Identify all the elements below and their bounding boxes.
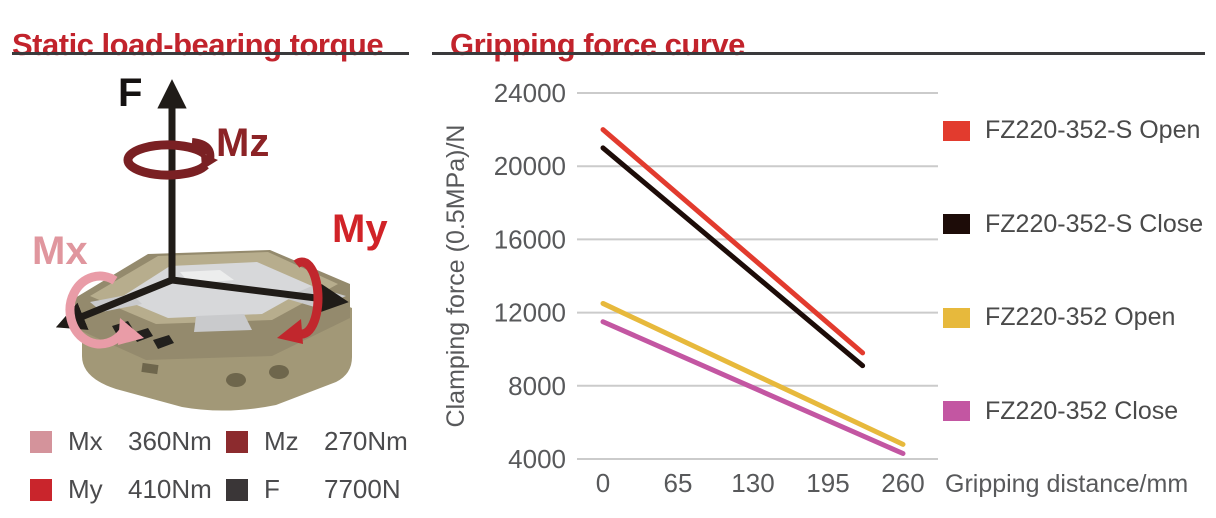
- legend-label: FZ220-352-S Open: [985, 116, 1201, 144]
- mx-arrowhead: [118, 318, 144, 345]
- torque-diagram: F Mz My Mx: [32, 71, 388, 411]
- mz-label: Mz: [216, 121, 269, 165]
- torque-legend-value: 410Nm: [128, 474, 212, 504]
- f-color-swatch: [226, 478, 248, 501]
- jaw-arm-front: [194, 314, 252, 332]
- torque-legend-label: My: [68, 474, 103, 504]
- mz-color-swatch: [226, 430, 248, 453]
- chart-legend-item: FZ220-352-S Open: [943, 116, 1203, 145]
- series-line: [600, 300, 906, 447]
- legend-label: FZ220-352 Close: [985, 396, 1179, 425]
- left-panel-title: Static load-bearing torque: [12, 26, 384, 62]
- legend-swatch: [943, 307, 970, 328]
- torque-legend-label: F: [264, 474, 280, 504]
- my-color-swatch: [30, 478, 52, 501]
- mx-color-swatch: [30, 430, 52, 453]
- axis-labels: F Mz My Mx: [32, 71, 388, 273]
- series-line: [600, 319, 906, 457]
- my-arrowhead: [277, 319, 303, 344]
- mz-arrowhead: [201, 153, 218, 170]
- legend-label: FZ220-352 Open: [985, 303, 1176, 332]
- legend-swatch: [943, 214, 970, 235]
- base-hole: [269, 365, 289, 379]
- series-line: [600, 145, 866, 369]
- base-hole: [226, 373, 246, 387]
- my-ring: [293, 257, 323, 339]
- torque-legend: Mx 360Nm Mz 270Nm My 410Nm F 7700N: [30, 426, 408, 505]
- right-panel-title: Gripping force curve: [450, 26, 745, 62]
- y-tick-label: 24000: [494, 78, 566, 108]
- mx-ring: [65, 271, 131, 349]
- legend-swatch: [943, 120, 970, 141]
- torque-legend-item-mz: Mz 270Nm: [226, 426, 408, 457]
- f-label: F: [118, 71, 142, 115]
- jaw-slot: [153, 335, 174, 349]
- torque-legend-value: 270Nm: [324, 426, 408, 456]
- mx-axis-arrow: [55, 276, 174, 330]
- torque-legend-item-mx: Mx 360Nm: [30, 426, 226, 457]
- x-axis-title: Gripping distance/mm: [945, 470, 1188, 498]
- jaw-plate: [120, 262, 312, 318]
- gripping-force-chart: 4000 8000 12000 16000 20000 24000 0 65 130 195 260…: [442, 78, 1188, 498]
- y-tick-label: 8000: [508, 371, 566, 401]
- x-tick-label: 260: [881, 468, 924, 498]
- torque-legend-item-f: F 7700N: [226, 474, 408, 505]
- x-tick-label: 130: [731, 468, 774, 498]
- torque-rings: [65, 138, 323, 349]
- y-tick-label: 12000: [494, 298, 566, 328]
- base-notch: [141, 362, 159, 375]
- series-line: [600, 127, 866, 356]
- x-tick-label: 0: [596, 468, 610, 498]
- torque-legend-value: 7700N: [324, 474, 401, 504]
- chart-legend-item: FZ220-352-S Close: [943, 210, 1203, 239]
- my-label: My: [332, 207, 388, 251]
- legend-swatch: [943, 401, 970, 422]
- torque-legend-label: Mz: [264, 426, 299, 456]
- left-title-underline: [12, 52, 409, 55]
- x-tick-label: 195: [806, 468, 849, 498]
- x-tick-label: 65: [664, 468, 693, 498]
- torque-legend-label: Mx: [68, 426, 103, 456]
- mx-label: Mx: [32, 229, 88, 273]
- y-tick-label: 16000: [494, 224, 566, 254]
- torque-legend-item-my: My 410Nm: [30, 474, 226, 505]
- torque-legend-value: 360Nm: [128, 426, 212, 456]
- chart-legend-item: FZ220-352 Open: [943, 303, 1203, 332]
- y-axis-title: Clamping force (0.5MPa)/N: [442, 125, 470, 428]
- mz-ring: [123, 140, 209, 180]
- legend-label: FZ220-352-S Close: [985, 209, 1204, 238]
- y-tick-label: 4000: [508, 444, 566, 474]
- y-tick-label: 20000: [494, 151, 566, 181]
- right-title-underline: [432, 52, 1205, 55]
- chuck-body: [75, 250, 352, 411]
- my-axis-arrow: [171, 276, 349, 314]
- chart-legend-item: FZ220-352 Close: [943, 397, 1203, 426]
- axes-arrows: [55, 79, 349, 330]
- chart-legend: FZ220-352-S Open FZ220-352-S Close FZ220-3…: [943, 116, 1203, 426]
